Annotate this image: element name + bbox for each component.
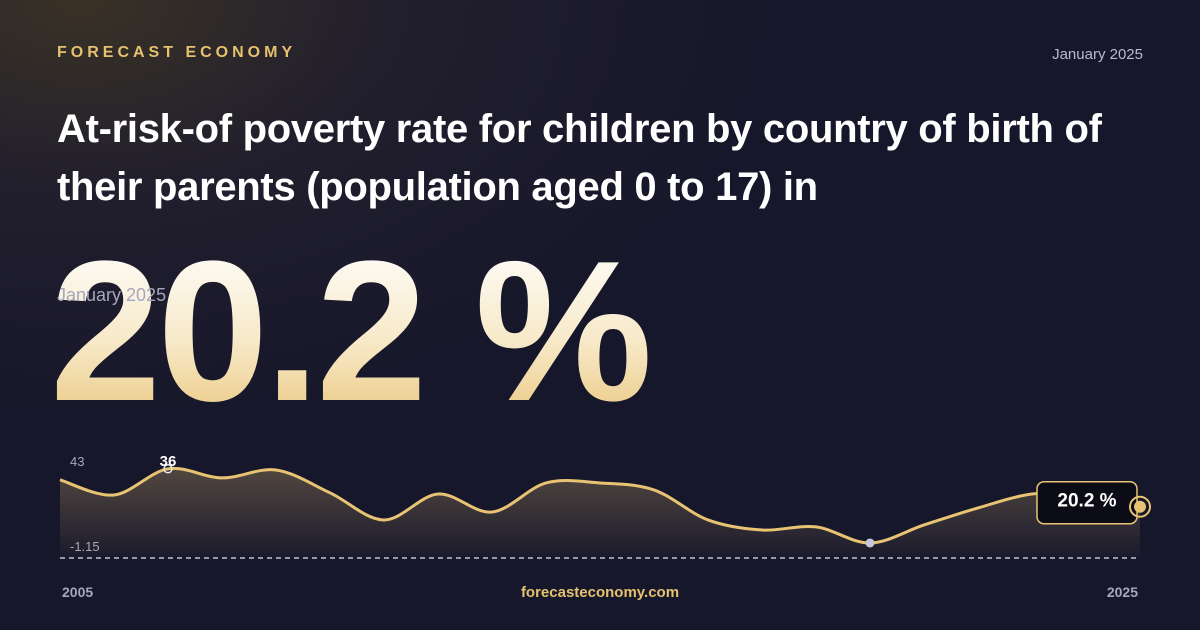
end-point <box>1134 500 1146 513</box>
line <box>59 466 1141 545</box>
brand: FORECAST ECONOMY <box>57 44 297 61</box>
end-label: 20.2 % <box>1057 491 1116 512</box>
end-ring <box>1129 495 1151 518</box>
x-tick-label: 2005 <box>62 584 93 600</box>
footer: forecasteconomy.com <box>520 584 680 601</box>
headline-date: January 2025 <box>57 285 167 305</box>
max-point <box>163 464 173 474</box>
max-label: 36 <box>160 453 177 470</box>
title: At-risk-of poverty rate for children by … <box>57 107 1102 209</box>
min-point <box>865 538 875 548</box>
area <box>60 468 1140 558</box>
x-tick-label: 2025 <box>1107 584 1138 600</box>
y-tick-label: 43 <box>70 454 84 469</box>
date: January 2025 <box>1052 46 1143 63</box>
headline-value: 20.2 % <box>50 220 653 443</box>
